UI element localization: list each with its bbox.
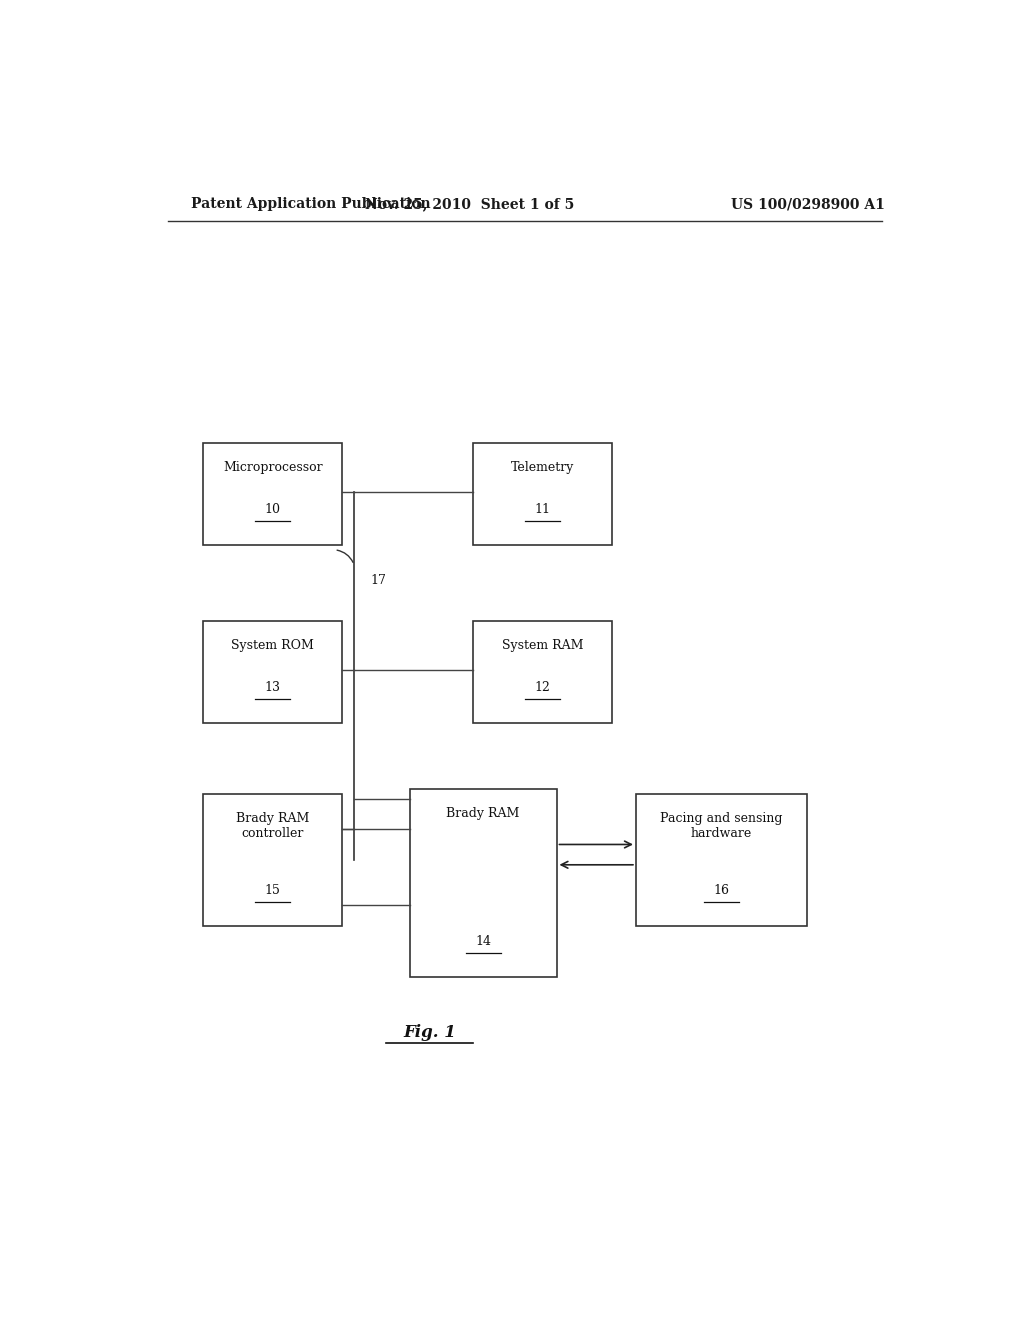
Bar — [410, 788, 557, 977]
Text: Pacing and sensing
hardware: Pacing and sensing hardware — [659, 812, 782, 840]
Text: Nov. 25, 2010  Sheet 1 of 5: Nov. 25, 2010 Sheet 1 of 5 — [365, 197, 573, 211]
Text: 16: 16 — [713, 884, 729, 898]
Text: System RAM: System RAM — [502, 639, 584, 652]
Text: 11: 11 — [535, 503, 551, 516]
Text: Fig. 1: Fig. 1 — [403, 1024, 456, 1041]
Bar — [473, 620, 612, 722]
Text: Brady RAM
controller: Brady RAM controller — [237, 812, 309, 840]
Bar — [473, 444, 612, 545]
Text: 10: 10 — [265, 503, 281, 516]
Text: 15: 15 — [265, 884, 281, 898]
Text: US 100/0298900 A1: US 100/0298900 A1 — [731, 197, 885, 211]
Text: System ROM: System ROM — [231, 639, 314, 652]
Bar — [204, 620, 342, 722]
Bar — [204, 793, 342, 925]
Text: 12: 12 — [535, 681, 551, 694]
Text: Telemetry: Telemetry — [511, 461, 574, 474]
Text: 13: 13 — [265, 681, 281, 694]
Bar — [636, 793, 807, 925]
Text: Microprocessor: Microprocessor — [223, 461, 323, 474]
Text: Brady RAM: Brady RAM — [446, 807, 520, 820]
Text: 17: 17 — [370, 574, 386, 586]
Bar — [204, 444, 342, 545]
Text: 14: 14 — [475, 935, 492, 948]
Text: Patent Application Publication: Patent Application Publication — [191, 197, 431, 211]
